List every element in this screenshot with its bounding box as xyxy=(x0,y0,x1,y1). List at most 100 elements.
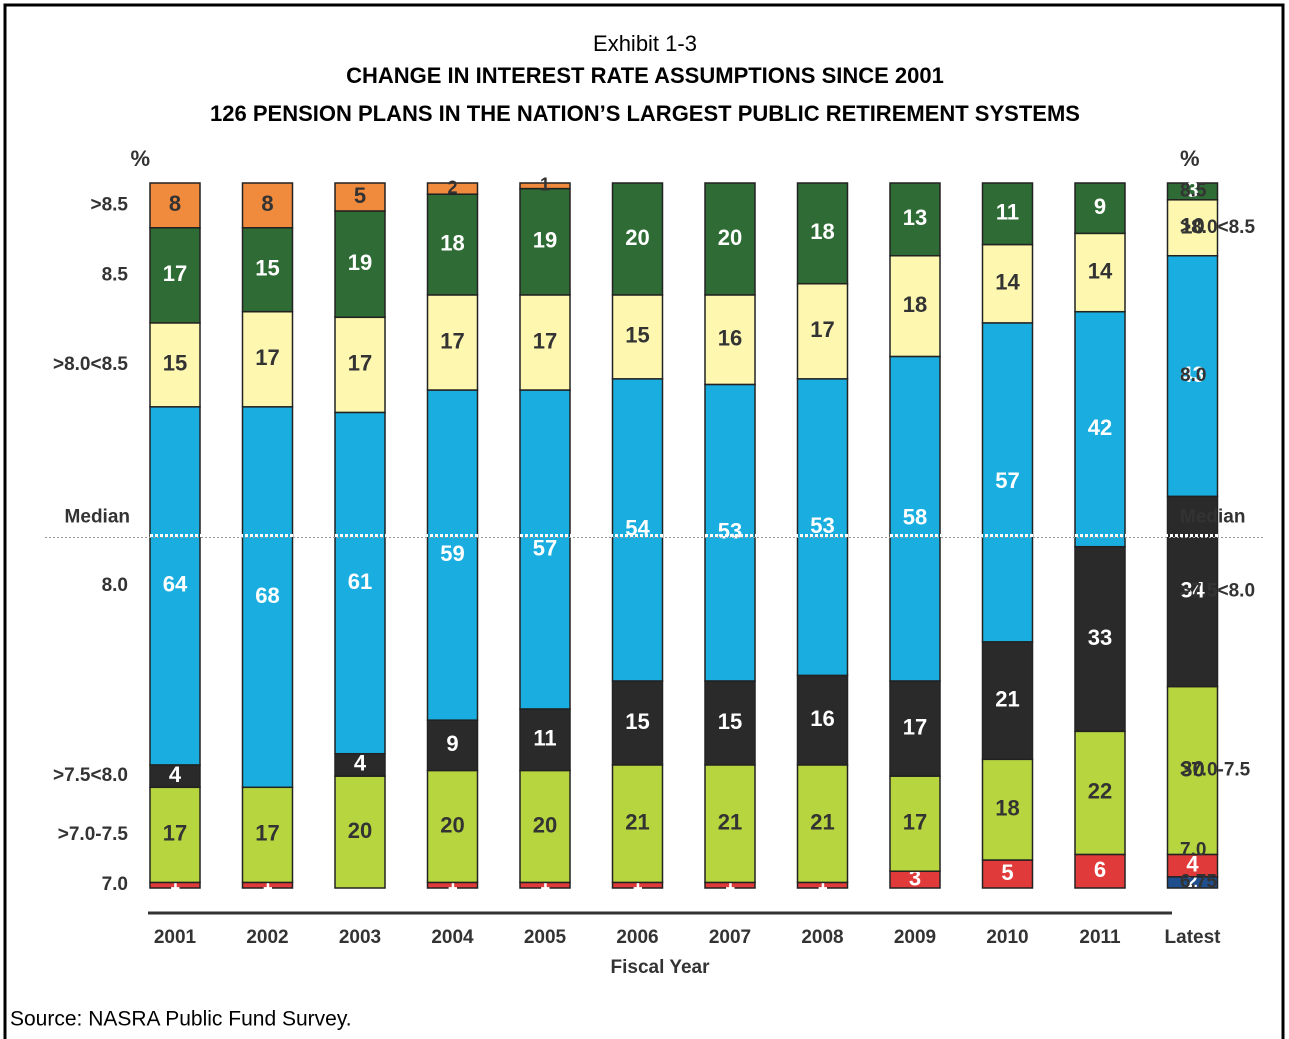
series-label: >8.0<8.5 xyxy=(1180,217,1255,238)
data-label: 20 xyxy=(440,812,464,837)
data-label: 21 xyxy=(810,809,834,834)
bar-segment xyxy=(334,210,386,319)
bar-segment xyxy=(241,786,294,884)
data-label: 30 xyxy=(1180,756,1204,781)
bar-segment xyxy=(1166,685,1219,856)
data-label: 57 xyxy=(995,468,1019,493)
data-label: 58 xyxy=(903,505,927,530)
data-label: 4 xyxy=(1186,851,1199,876)
data-label: 42 xyxy=(1088,415,1112,440)
bar-segment xyxy=(519,708,571,772)
data-label: 18 xyxy=(903,292,927,317)
data-label: 9 xyxy=(1094,194,1106,219)
data-label: 59 xyxy=(440,541,464,566)
bar-segment xyxy=(519,294,571,391)
data-label: 64 xyxy=(163,572,188,597)
bar-segment xyxy=(611,182,664,296)
bar-segment xyxy=(519,182,571,190)
data-label: 13 xyxy=(903,205,927,230)
data-label: 16 xyxy=(810,706,834,731)
data-label: 21 xyxy=(718,809,742,834)
bar-segment xyxy=(889,182,941,257)
data-label: 15 xyxy=(625,323,649,348)
bar-segment xyxy=(704,383,756,682)
series-label: >7.5<8.0 xyxy=(53,765,128,786)
data-label: 22 xyxy=(1088,779,1112,804)
data-label: 17 xyxy=(533,328,557,353)
data-label: 17 xyxy=(810,317,834,342)
chart-title: Exhibit 1-3 xyxy=(593,31,697,56)
median-label: Median xyxy=(1180,507,1245,528)
bar-segment xyxy=(241,310,294,408)
data-label: 21 xyxy=(995,686,1019,711)
bar-segment xyxy=(981,641,1034,761)
bar-segment xyxy=(149,182,201,229)
bar-segment xyxy=(334,182,386,212)
bar-segment xyxy=(1166,199,1219,257)
data-label: 8 xyxy=(169,191,181,216)
x-tick-label: 2004 xyxy=(431,927,474,948)
series-label: 8.5 xyxy=(1180,180,1207,201)
x-tick-label: 2006 xyxy=(616,927,658,948)
series-label: >8.5 xyxy=(90,194,128,215)
bar-segment xyxy=(1074,545,1126,733)
data-label: 17 xyxy=(163,261,187,286)
data-label: 8 xyxy=(261,191,273,216)
series-label: 7.0 xyxy=(102,874,128,895)
data-label: 20 xyxy=(625,225,649,250)
data-label: 2 xyxy=(447,177,457,197)
x-tick-label: 2001 xyxy=(154,927,197,948)
data-label: 14 xyxy=(1088,258,1113,283)
bar-segment xyxy=(1166,495,1219,688)
bar-segment xyxy=(796,182,849,285)
data-label: 15 xyxy=(255,256,279,281)
data-label: 15 xyxy=(163,351,187,376)
x-tick-label: 2010 xyxy=(986,927,1028,948)
bar-segment xyxy=(149,406,201,766)
data-label: 1 xyxy=(540,175,550,195)
data-label: 17 xyxy=(163,821,187,846)
bar-segment xyxy=(1074,232,1126,313)
data-label: 20 xyxy=(348,818,372,843)
unit-label: % xyxy=(1180,146,1200,171)
data-label: 68 xyxy=(255,583,279,608)
bar-segment xyxy=(704,182,756,296)
data-label: 17 xyxy=(903,809,927,834)
x-tick-label: 2011 xyxy=(1079,927,1121,948)
bar-segment xyxy=(981,758,1034,861)
bar-segment xyxy=(889,254,941,358)
series-label: >7.0-7.5 xyxy=(1180,760,1251,781)
data-label: 4 xyxy=(169,762,182,787)
x-tick-label: 2002 xyxy=(246,927,288,948)
data-label: 3 xyxy=(1186,177,1198,202)
series-label: 8.0 xyxy=(102,575,128,596)
median-label: Median xyxy=(65,507,130,528)
x-tick-label: 2003 xyxy=(339,927,381,948)
x-axis-title: Fiscal Year xyxy=(611,957,711,978)
bar-segment xyxy=(1074,730,1126,856)
bar-segment xyxy=(611,764,664,884)
data-label: 4 xyxy=(354,751,367,776)
data-label: 57 xyxy=(533,535,557,560)
data-label: 18 xyxy=(995,795,1019,820)
x-tick-label: 2008 xyxy=(801,927,843,948)
chart-subtitle: CHANGE IN INTEREST RATE ASSUMPTIONS SINC… xyxy=(346,63,944,88)
series-label: 6.75 xyxy=(1180,871,1217,892)
series-label: 8.5 xyxy=(102,264,129,285)
frame xyxy=(3,3,1285,1039)
bar-segment xyxy=(796,764,849,884)
data-label: 20 xyxy=(718,225,742,250)
data-label: 5 xyxy=(354,183,366,208)
data-label: 10 xyxy=(1180,214,1204,239)
bar-segment xyxy=(149,227,201,324)
data-label: 21 xyxy=(625,809,649,834)
bar-segment xyxy=(149,322,201,408)
bar-segment xyxy=(149,786,201,884)
bar-segment xyxy=(1074,310,1126,548)
x-tick-label: 2009 xyxy=(894,927,936,948)
bar-segment xyxy=(1166,182,1219,201)
series-label: 7.0 xyxy=(1180,839,1206,860)
data-label: 17 xyxy=(903,714,927,739)
data-label: 15 xyxy=(718,709,742,734)
